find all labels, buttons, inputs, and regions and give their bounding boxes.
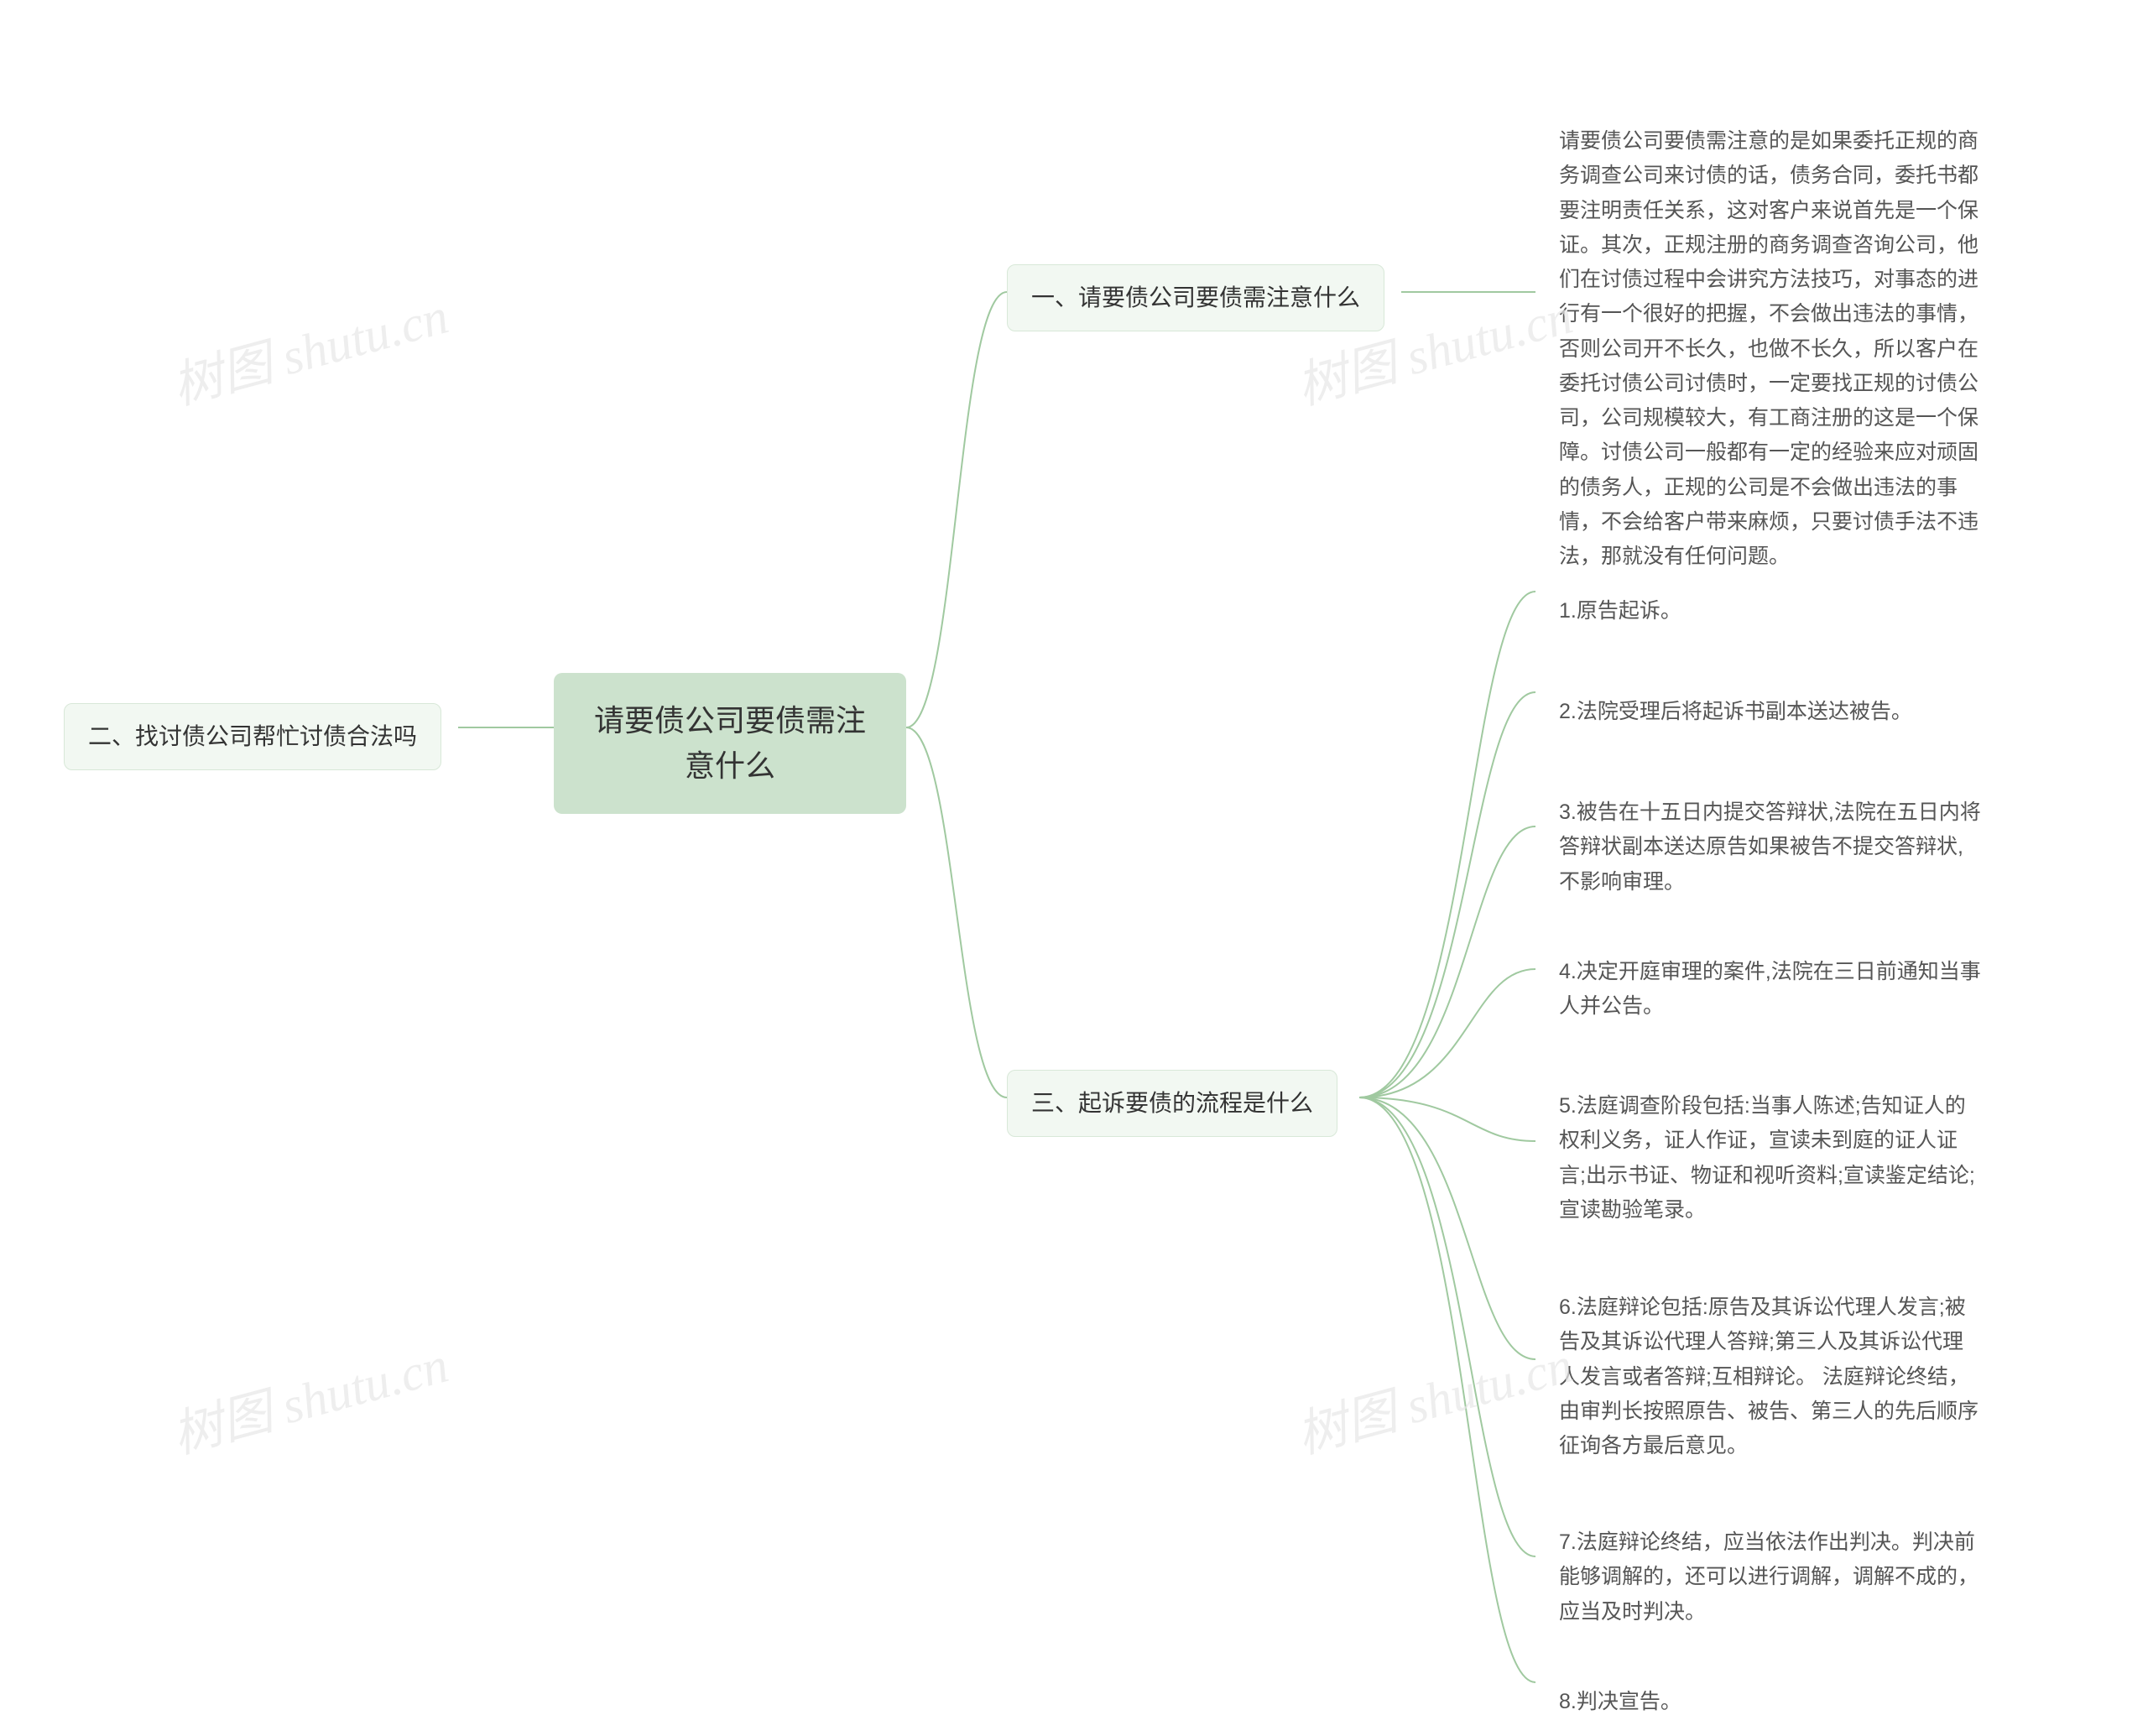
watermark-2: 树图 shutu.cn: [163, 1324, 455, 1468]
branch3-leaf-3: 4.决定开庭审理的案件,法院在三日前通知当事人并公告。: [1535, 940, 2005, 1040]
branch3-leaf-5: 6.法庭辩论包括:原告及其诉讼代理人发言;被告及其诉讼代理人答辩;第三人及其诉讼…: [1535, 1275, 2005, 1478]
branch3-leaf-2: 3.被告在十五日内提交答辩状,法院在五日内将答辩状副本送达原告如果被告不提交答辩…: [1535, 780, 2005, 915]
watermark-0: 树图 shutu.cn: [163, 275, 455, 419]
left-branch-2[interactable]: 二、找讨债公司帮忙讨债合法吗: [64, 703, 441, 770]
branch3-leaf-4: 5.法庭调查阶段包括:当事人陈述;告知证人的权利义务，证人作证，宣读未到庭的证人…: [1535, 1074, 2005, 1243]
branch1-leaf-0: 请要债公司要债需注意的是如果委托正规的商务调查公司来讨债的话，债务合同，委托书都…: [1535, 109, 2005, 589]
branch3-leaf-0: 1.原告起诉。: [1535, 579, 1705, 644]
branch3-leaf-1: 2.法院受理后将起诉书副本送达被告。: [1535, 680, 1936, 744]
branch3-leaf-6: 7.法庭辩论终结，应当依法作出判决。判决前能够调解的，还可以进行调解，调解不成的…: [1535, 1510, 2005, 1645]
right-branch-3[interactable]: 三、起诉要债的流程是什么: [1007, 1070, 1337, 1137]
root-node[interactable]: 请要债公司要债需注意什么: [554, 673, 906, 814]
branch3-leaf-7: 8.判决宣告。: [1535, 1670, 1705, 1734]
right-branch-1[interactable]: 一、请要债公司要债需注意什么: [1007, 264, 1384, 331]
